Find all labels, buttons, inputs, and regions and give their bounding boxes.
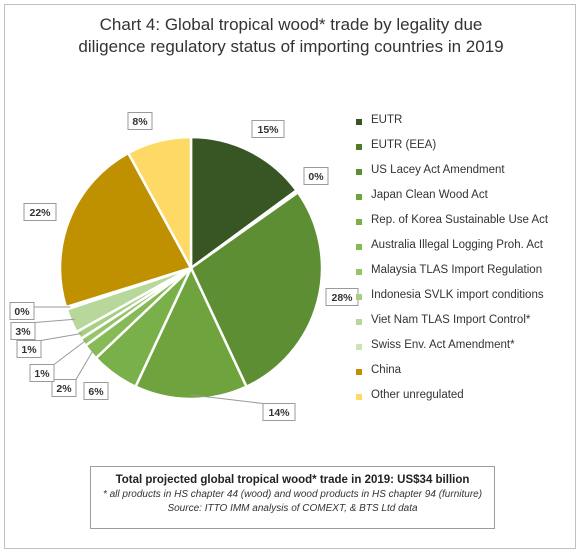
legend-item-other-unregulated: Other unregulated	[356, 389, 548, 414]
data-label-viet-nam-tlas-import-control: 3%	[15, 326, 31, 338]
legend-item-japan-clean-wood-act: Japan Clean Wood Act	[356, 189, 548, 214]
legend-swatch	[356, 194, 362, 200]
legend-item-malaysia-tlas-import-regulation: Malaysia TLAS Import Regulation	[356, 264, 548, 289]
legend-swatch	[356, 394, 362, 400]
legend-swatch	[356, 319, 362, 325]
legend-label: Other unregulated	[371, 389, 464, 401]
label-leader-line	[40, 332, 83, 341]
label-leader-line	[34, 318, 75, 323]
chart-title-line-2: diligence regulatory status of importing…	[78, 37, 504, 56]
data-label-box	[10, 322, 36, 340]
footer-note: * all products in HS chapter 44 (wood) a…	[102, 489, 483, 500]
legend-label: Indonesia SVLK import conditions	[371, 289, 544, 301]
legend-label: China	[371, 364, 402, 376]
pie-slice-japan-clean-wood-act	[133, 265, 249, 401]
chart-legend: EUTR EUTR (EEA) US Lacey Act Amendment Japa…	[356, 114, 548, 414]
footer-total: Total projected global tropical wood* tr…	[115, 474, 470, 486]
legend-label: Viet Nam TLAS Import Control*	[371, 314, 531, 326]
legend-label: US Lacey Act Amendment	[371, 164, 505, 176]
legend-label: EUTR (EEA)	[371, 139, 437, 151]
label-leader-line	[75, 349, 95, 380]
data-label-box	[262, 403, 296, 421]
legend-swatch	[356, 369, 362, 375]
legend-swatch	[356, 119, 362, 125]
legend-swatch	[356, 294, 362, 300]
chart-footer: Total projected global tropical wood* tr…	[90, 466, 495, 529]
legend-item-eutr-eea: EUTR (EEA)	[356, 139, 548, 164]
data-label-japan-clean-wood-act: 14%	[268, 407, 290, 419]
legend-swatch	[356, 144, 362, 150]
legend-item-china: China	[356, 364, 548, 389]
chart-title: Chart 4: Global tropical wood* trade by …	[0, 14, 582, 58]
pie-slice-eutr	[189, 135, 299, 271]
legend-item-eutr: EUTR	[356, 114, 548, 139]
legend-label: Japan Clean Wood Act	[371, 189, 488, 201]
pie-slice-other-unregulated	[126, 135, 193, 269]
legend-label: Australia Illegal Logging Proh. Act	[371, 239, 543, 251]
legend-item-us-lacey-act-amendment: US Lacey Act Amendment	[356, 164, 548, 189]
data-label-box	[9, 302, 35, 320]
data-label-box	[127, 112, 153, 130]
legend-swatch	[356, 269, 362, 275]
data-label-box	[23, 203, 57, 221]
legend-item-viet-nam-tlas-import-control: Viet Nam TLAS Import Control*	[356, 314, 548, 339]
chart-frame	[4, 4, 576, 549]
label-leader-line	[53, 339, 87, 365]
legend-swatch	[356, 344, 362, 350]
legend-label: EUTR	[371, 114, 403, 126]
data-label-box	[51, 379, 77, 397]
data-label-eutr: 15%	[257, 124, 279, 136]
data-label-box	[303, 167, 329, 185]
legend-label: Malaysia TLAS Import Regulation	[371, 264, 543, 276]
legend-item-indonesia-svlk-import-conditions: Indonesia SVLK import conditions	[356, 289, 548, 314]
data-label-other-unregulated: 8%	[132, 116, 148, 128]
data-label-box	[29, 364, 55, 382]
data-label-us-lacey-act-amendment: 28%	[331, 292, 353, 304]
legend-item-rep-of-korea-sustainable-use-act: Rep. of Korea Sustainable Use Act	[356, 214, 548, 239]
legend-swatch	[356, 169, 362, 175]
pie-slice-china	[58, 151, 193, 309]
data-label-box	[16, 340, 42, 358]
pie-slice-us-lacey-act-amendment	[189, 190, 324, 389]
chart-title-line-1: Chart 4: Global tropical wood* trade by …	[99, 15, 483, 34]
legend-swatch	[356, 219, 362, 225]
legend-swatch	[356, 244, 362, 250]
data-label-swiss-env-act-amendment: 0%	[14, 306, 30, 318]
legend-item-swiss-env-act-amendment: Swiss Env. Act Amendment*	[356, 339, 548, 364]
legend-item-australia-illegal-logging-proh-act: Australia Illegal Logging Proh. Act	[356, 239, 548, 264]
label-leader-line	[190, 394, 264, 404]
footer-source: Source: ITTO IMM analysis of COMEXT, & B…	[167, 503, 418, 514]
data-label-china: 22%	[29, 207, 51, 219]
legend-label: Rep. of Korea Sustainable Use Act	[371, 214, 549, 226]
data-label-box	[83, 382, 109, 400]
data-label-indonesia-svlk-import-conditions: 1%	[21, 344, 37, 356]
data-label-australia-illegal-logging-proh-act: 2%	[56, 383, 72, 395]
data-label-malaysia-tlas-import-regulation: 1%	[34, 368, 50, 380]
data-label-eutr-eea: 0%	[308, 171, 324, 183]
data-label-box	[251, 120, 285, 138]
data-label-rep-of-korea-sustainable-use-act: 6%	[88, 386, 104, 398]
legend-label: Swiss Env. Act Amendment*	[371, 339, 515, 351]
